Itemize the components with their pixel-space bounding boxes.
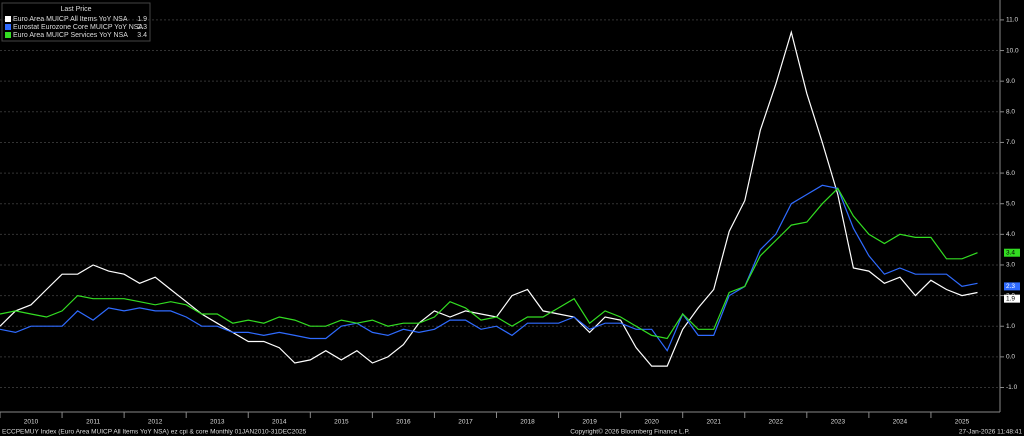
legend-label: Euro Area MUICP All Items YoY NSA <box>13 16 128 23</box>
y-tick-label: 1.0 <box>1006 323 1015 330</box>
legend-swatch <box>5 16 11 22</box>
y-tick-label: 7.0 <box>1006 139 1015 146</box>
y-tick-label: 9.0 <box>1006 78 1015 85</box>
x-tick-label: 2016 <box>396 419 411 426</box>
last-value-tag <box>1004 248 1020 257</box>
last-value-tag <box>1004 294 1020 303</box>
series-line <box>0 29 978 367</box>
series-line <box>0 187 978 340</box>
legend-label: Eurostat Eurozone Core MUICP YoY NSA <box>13 24 143 31</box>
x-tick-label: 2024 <box>893 419 908 426</box>
x-tick-label: 2013 <box>210 419 225 426</box>
x-tick-label: 2018 <box>520 419 535 426</box>
x-tick-label: 2017 <box>458 419 473 426</box>
legend-value: 2.3 <box>137 24 147 31</box>
y-tick-label: 11.0 <box>1006 17 1019 24</box>
legend-value: 1.9 <box>137 16 147 23</box>
y-tick-label: 4.0 <box>1006 231 1015 238</box>
last-value-tag <box>1004 282 1020 291</box>
legend-swatch <box>5 32 11 38</box>
x-tick-label: 2023 <box>831 419 846 426</box>
x-tick-label: 2021 <box>706 419 721 426</box>
x-tick-label: 2011 <box>86 419 100 426</box>
series-line <box>0 184 978 352</box>
legend-label: Euro Area MUICP Services YoY NSA <box>13 32 128 39</box>
x-tick-label: 2020 <box>644 419 659 426</box>
copyright: Copyright© 2026 Bloomberg Finance L.P. <box>570 428 690 436</box>
x-tick-label: 2025 <box>955 419 970 426</box>
x-tick-label: 2012 <box>148 419 163 426</box>
legend-value: 3.4 <box>137 32 147 39</box>
x-tick-label: 2010 <box>24 419 39 426</box>
x-tick-label: 2019 <box>582 419 597 426</box>
last-value-label: 2.3 <box>1006 283 1015 290</box>
x-tick-label: 2014 <box>272 419 287 426</box>
y-tick-label: -1.0 <box>1006 384 1018 391</box>
last-value-label: 3.4 <box>1006 249 1015 256</box>
x-tick-label: 2022 <box>769 419 784 426</box>
legend-title: Last Price <box>60 6 91 13</box>
y-tick-label: 5.0 <box>1006 200 1015 207</box>
y-tick-label: 6.0 <box>1006 170 1015 177</box>
x-tick-label: 2015 <box>334 419 349 426</box>
legend-swatch <box>5 24 11 30</box>
y-tick-label: 10.0 <box>1006 47 1019 54</box>
timestamp: 27-Jan-2026 11:48:41 <box>959 429 1023 436</box>
source: ECCPEMUY Index (Euro Area MUICP All Item… <box>2 429 307 436</box>
legend-box <box>1 2 151 42</box>
y-tick-label: 3.0 <box>1006 262 1015 269</box>
y-tick-label: 0.0 <box>1006 354 1015 361</box>
y-tick-label: 8.0 <box>1006 109 1015 116</box>
last-value-label: 1.9 <box>1006 295 1015 302</box>
